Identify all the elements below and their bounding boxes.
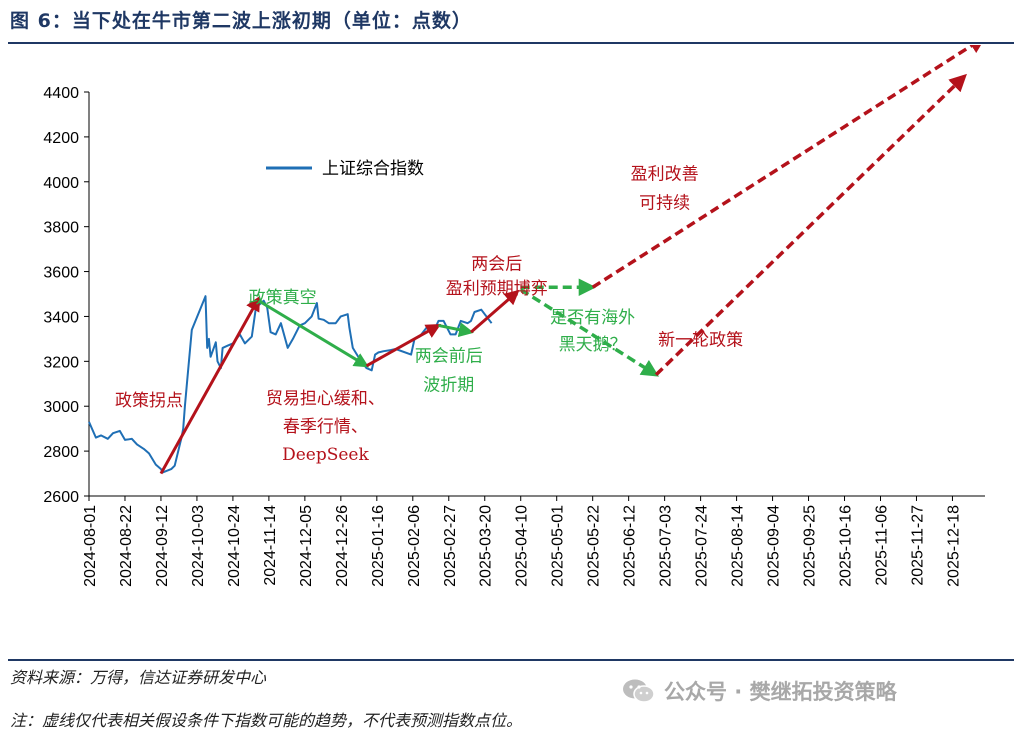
x-tick-label: 2024-09-12 — [154, 505, 171, 587]
x-tick-label: 2025-05-01 — [550, 505, 567, 587]
y-tick-label: 4400 — [43, 85, 79, 102]
annotation-label: 两会前后 — [415, 346, 483, 366]
watermark: 公众号 · 樊继拓投资策略 — [622, 676, 897, 706]
annotation-label: 盈利改善 — [631, 165, 699, 185]
trend-arrow — [257, 299, 370, 368]
legend: 上证综合指数 — [266, 159, 424, 179]
x-tick-label: 2025-12-18 — [945, 505, 962, 587]
annotation-label: 是否有海外 — [550, 308, 635, 328]
x-tick-label: 2024-11-14 — [262, 505, 279, 586]
legend-label: 上证综合指数 — [322, 159, 424, 179]
x-tick-label: 2025-07-03 — [658, 505, 675, 587]
x-tick-label: 2025-11-27 — [909, 505, 926, 586]
annotation-label: DeepSeek — [282, 445, 369, 465]
x-tick-label: 2025-04-10 — [514, 505, 531, 587]
footer-rule — [8, 659, 1014, 661]
annotation-label: 春季行情、 — [283, 417, 368, 437]
annotation-label: 政策拐点 — [115, 391, 183, 411]
disclaimer-note: 注：虚线仅代表相关假设条件下指数可能的趋势，不代表预测指数点位。 — [10, 711, 523, 730]
y-tick-label: 4200 — [43, 130, 79, 147]
y-tick-label: 3200 — [43, 354, 79, 371]
y-tick-label: 2600 — [43, 489, 79, 506]
trend-arrow-dashed — [519, 288, 660, 377]
arrow-layer — [159, 45, 987, 475]
watermark-text: 公众号 · 樊继拓投资策略 — [664, 680, 897, 704]
annotation-label: 两会后 — [471, 254, 522, 274]
y-tick-label: 2800 — [43, 444, 79, 461]
figure-title: 图 6：当下处在牛市第二波上涨初期（单位：点数） — [10, 10, 472, 32]
x-tick-label: 2024-10-24 — [226, 505, 243, 587]
x-tick-label: 2025-01-16 — [370, 505, 387, 587]
x-tick-label: 2025-07-24 — [694, 505, 711, 587]
annotation-label: 可持续 — [639, 194, 690, 214]
y-tick-label: 3600 — [43, 265, 79, 282]
x-tick-label: 2024-10-03 — [190, 505, 207, 587]
annotation-label: 波折期 — [423, 376, 474, 396]
annotation-label: 贸易担心缓和、 — [266, 389, 385, 409]
trend-arrow-dashed — [591, 45, 987, 289]
trend-arrow — [470, 289, 520, 334]
annotation-label: 盈利预期博弈 — [446, 279, 548, 299]
source-note: 资料来源：万得，信达证券研发中心 — [10, 668, 267, 687]
x-tick-label: 2025-05-22 — [586, 505, 603, 587]
x-tick-label: 2025-10-16 — [838, 505, 855, 587]
wechat-icon — [623, 679, 655, 703]
y-tick-label: 3000 — [43, 399, 79, 416]
chart: 2600 2800 3000 3200 3400 3600 3800 4000 4200 4400… — [43, 45, 987, 587]
annotation-label: 新一轮政策 — [658, 331, 743, 351]
trend-arrow — [365, 323, 442, 368]
annotation-label: 黑天鹅？ — [559, 335, 627, 355]
x-tick-label: 2025-02-27 — [442, 505, 459, 587]
x-tick-label: 2024-08-01 — [82, 505, 99, 587]
y-tick-label: 3400 — [43, 309, 79, 326]
trend-arrow — [159, 295, 261, 475]
x-tick-label: 2025-09-04 — [766, 505, 783, 587]
x-tick-label: 2024-08-22 — [118, 505, 135, 587]
axes: 2600 2800 3000 3200 3400 3600 3800 4000 4200 4400… — [43, 85, 985, 587]
x-tick-label: 2024-12-26 — [334, 505, 351, 587]
annotation-layer: 政策拐点政策真空贸易担心缓和、春季行情、DeepSeek两会前后波折期两会后盈利… — [115, 165, 743, 466]
x-tick-label: 2025-03-20 — [478, 505, 495, 587]
title-rule — [8, 42, 1014, 44]
y-tick-label: 4000 — [43, 175, 79, 192]
x-tick-label: 2025-06-12 — [622, 505, 639, 587]
x-tick-label: 2024-12-05 — [298, 505, 315, 587]
x-tick-label: 2025-02-06 — [406, 505, 423, 587]
annotation-label: 政策真空 — [249, 288, 317, 308]
trend-arrow-dashed — [654, 73, 967, 377]
x-tick-label: 2025-08-14 — [730, 505, 747, 587]
y-tick-label: 3800 — [43, 220, 79, 237]
x-tick-label: 2025-11-06 — [873, 505, 890, 586]
trend-arrow — [438, 322, 474, 338]
x-tick-label: 2025-09-25 — [802, 505, 819, 587]
